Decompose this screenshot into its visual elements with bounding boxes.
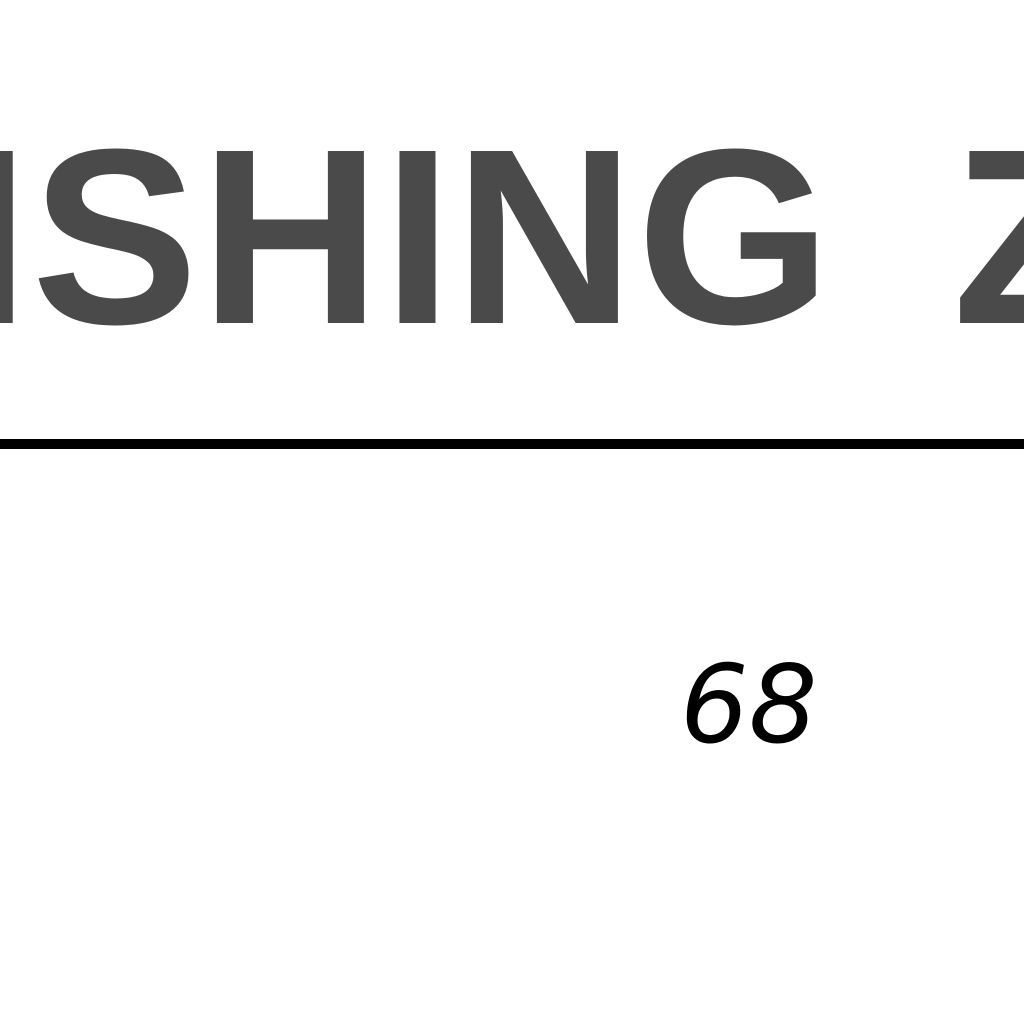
- header-title-fragment: ISHING Z: [0, 97, 1024, 376]
- page-number: 68: [680, 643, 818, 768]
- header-rule: [0, 439, 1024, 449]
